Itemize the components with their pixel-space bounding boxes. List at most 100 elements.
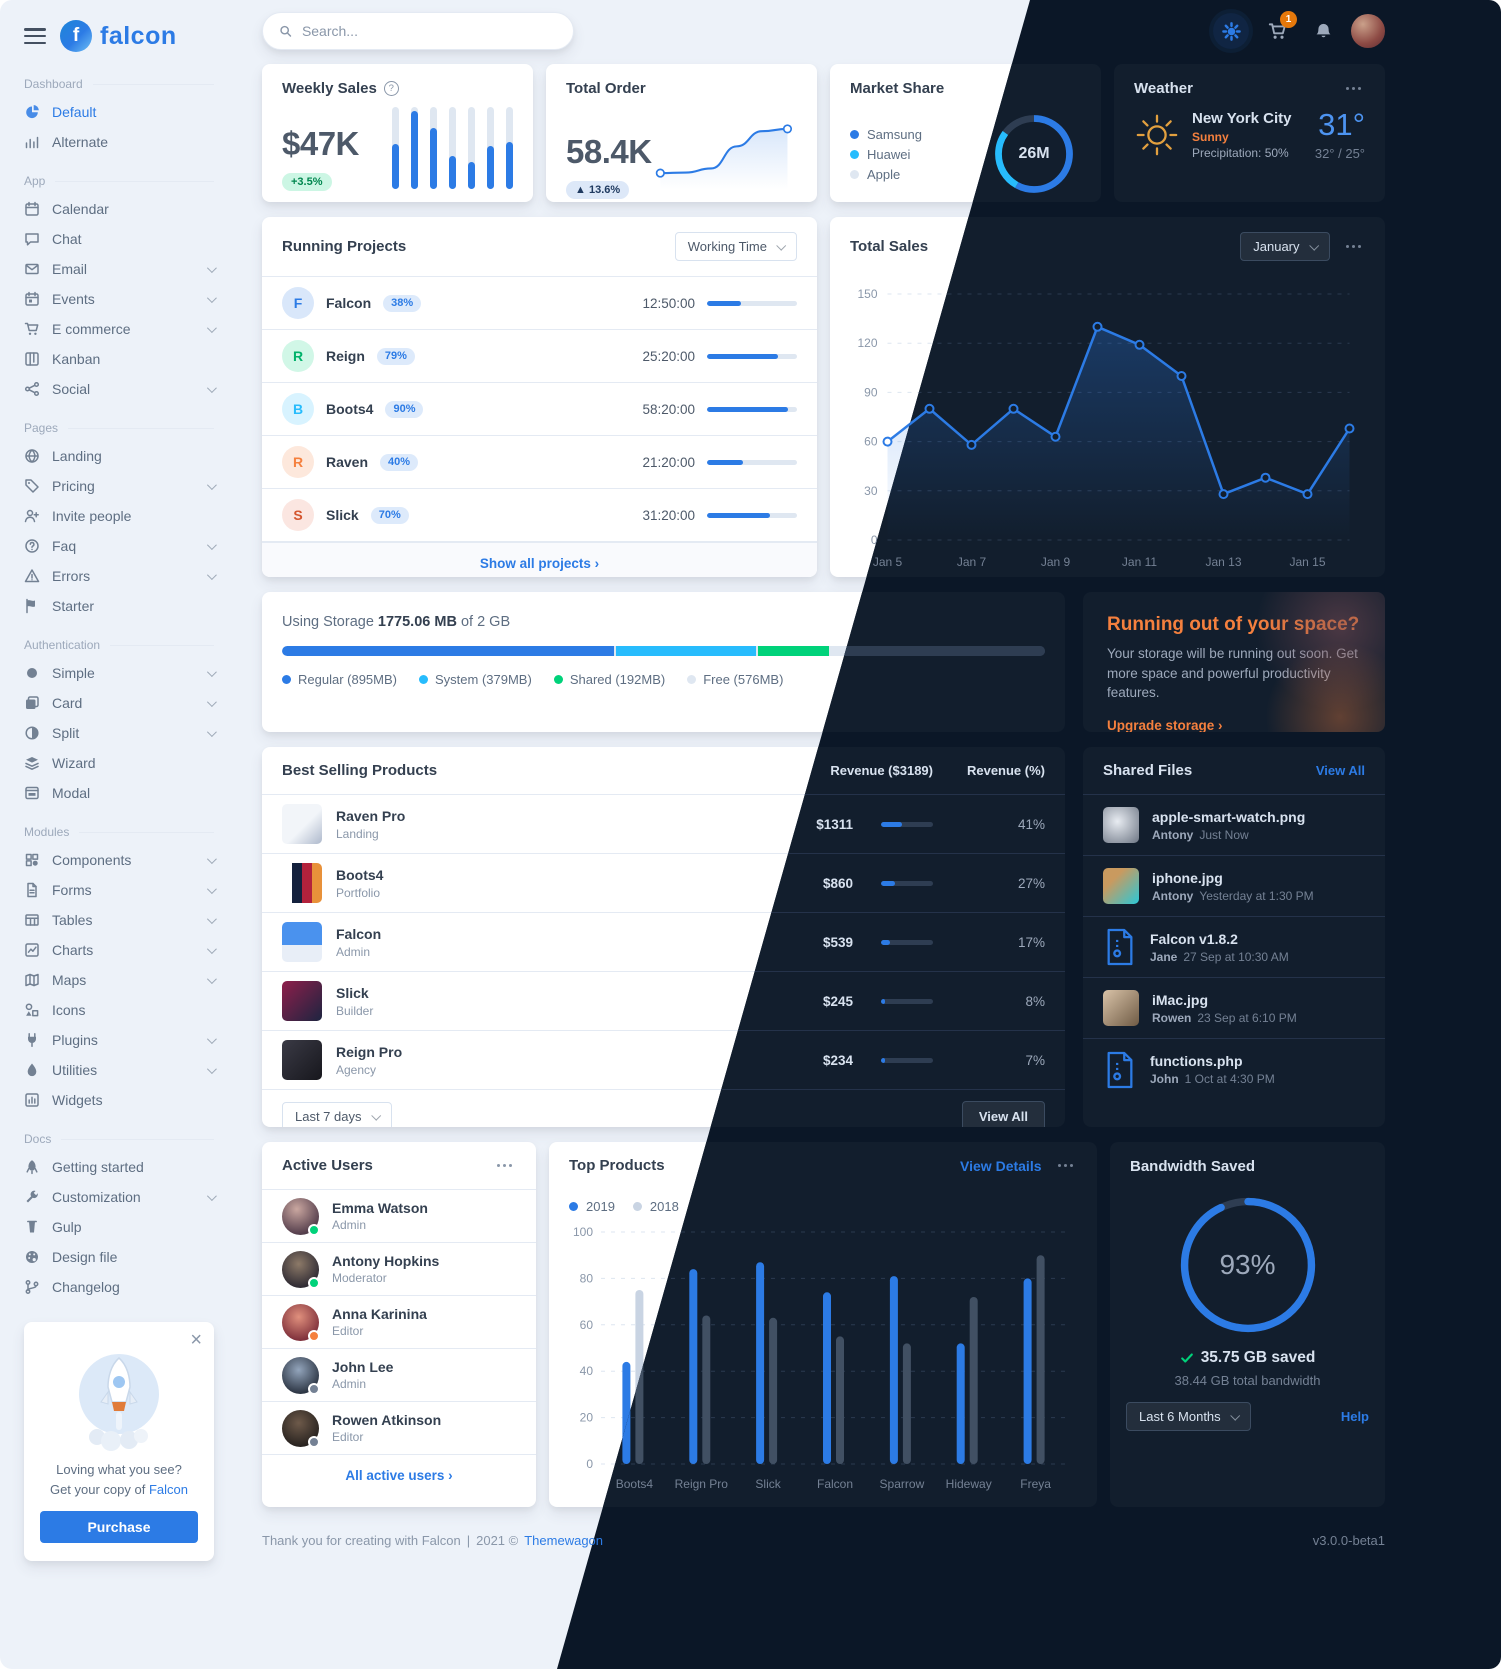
sidebar-item-starter[interactable]: Starter xyxy=(24,591,214,621)
months-range-select[interactable]: Last 6 Months xyxy=(1126,1402,1251,1431)
project-name-link[interactable]: Raven xyxy=(326,454,369,470)
sidebar-item-wizard[interactable]: Wizard xyxy=(24,748,214,778)
view-details-link[interactable]: View Details xyxy=(960,1157,1042,1174)
shared-file-row: apple-smart-watch.png Antony Just Now xyxy=(1083,795,1385,856)
product-name-link[interactable]: Slick xyxy=(336,984,369,1001)
sidebar-item-modal[interactable]: Modal xyxy=(24,778,214,808)
notifications-bell-button[interactable] xyxy=(1305,13,1341,49)
search-box[interactable] xyxy=(262,12,574,50)
user-name-link[interactable]: Antony Hopkins xyxy=(332,1253,440,1269)
user-avatar[interactable] xyxy=(282,1197,320,1236)
product-name-link[interactable]: Boots4 xyxy=(336,866,384,883)
settings-gear-button[interactable] xyxy=(1213,13,1249,49)
sidebar-item-pricing[interactable]: Pricing xyxy=(24,471,217,501)
sidebar-item-calendar[interactable]: Calendar xyxy=(24,194,214,224)
hamburger-menu-button[interactable] xyxy=(24,28,46,44)
nav-group-label: App xyxy=(24,174,214,188)
check-icon xyxy=(1180,1353,1193,1363)
sidebar-item-plugins[interactable]: Plugins xyxy=(24,1025,217,1055)
card-menu-button[interactable] xyxy=(1342,241,1366,253)
sidebar-item-simple[interactable]: Simple xyxy=(24,658,217,688)
user-name-link[interactable]: Emma Watson xyxy=(332,1200,428,1216)
search-icon xyxy=(280,25,292,37)
sidebar-item-components[interactable]: Components xyxy=(24,845,217,875)
user-avatar[interactable] xyxy=(282,1409,320,1448)
sidebar-item-email[interactable]: Email xyxy=(24,254,217,284)
help-link[interactable]: Help xyxy=(1340,1409,1369,1424)
sidebar-item-customization[interactable]: Customization xyxy=(24,1182,217,1212)
search-input[interactable] xyxy=(299,22,557,40)
market-share-title: Market Share xyxy=(850,80,945,97)
date-range-select[interactable]: Last 7 days xyxy=(282,1102,392,1127)
active-user-row: Rowen Atkinson Editor xyxy=(262,1402,536,1455)
user-avatar[interactable] xyxy=(282,1303,320,1342)
sidebar-item-e-commerce[interactable]: E commerce xyxy=(24,314,217,344)
themewagon-link[interactable]: Themewagon xyxy=(524,1533,604,1548)
user-avatar[interactable] xyxy=(1351,14,1385,48)
falcon-link[interactable]: Falcon xyxy=(148,1481,189,1497)
user-name-link[interactable]: Rowen Atkinson xyxy=(332,1412,442,1428)
sidebar-item-maps[interactable]: Maps xyxy=(24,965,217,995)
user-name-link[interactable]: Anna Karinina xyxy=(332,1306,427,1322)
close-icon[interactable] xyxy=(190,1330,202,1350)
sidebar-item-getting-started[interactable]: Getting started xyxy=(24,1152,214,1182)
show-all-projects-link[interactable]: Show all projects xyxy=(480,556,599,571)
sidebar-item-faq[interactable]: Faq xyxy=(24,531,217,561)
sidebar-item-chat[interactable]: Chat xyxy=(24,224,214,254)
sidebar-item-card[interactable]: Card xyxy=(24,688,217,718)
sidebar-item-utilities[interactable]: Utilities xyxy=(24,1055,217,1085)
view-all-button[interactable]: View All xyxy=(961,1101,1045,1127)
product-revenue: $860 xyxy=(822,875,853,891)
card-menu-button[interactable] xyxy=(493,1160,517,1172)
shared-file-row: iphone.jpg Antony Yesterday at 1:30 PM xyxy=(1083,856,1385,917)
running-projects-card: Running Projects Working Time F Falcon 38%… xyxy=(262,217,817,577)
working-time-select[interactable]: Working Time xyxy=(674,232,797,261)
upgrade-storage-link[interactable]: Upgrade storage xyxy=(1107,718,1223,732)
sidebar-item-errors[interactable]: Errors xyxy=(24,561,217,591)
project-name-link[interactable]: Reign xyxy=(326,348,365,364)
file-name-link[interactable]: Falcon v1.8.2 xyxy=(1150,930,1238,947)
product-name-link[interactable]: Falcon xyxy=(336,925,382,942)
sidebar-item-events[interactable]: Events xyxy=(24,284,217,314)
sidebar-item-social[interactable]: Social xyxy=(24,374,217,404)
project-name-link[interactable]: Boots4 xyxy=(326,401,374,417)
sidebar-item-default[interactable]: Default xyxy=(24,97,214,127)
card-menu-button[interactable] xyxy=(1342,83,1366,95)
svg-text:60: 60 xyxy=(864,435,878,449)
card-menu-button[interactable] xyxy=(1054,1160,1078,1172)
falcon-logo[interactable]: f falcon xyxy=(60,20,177,52)
sidebar-item-widgets[interactable]: Widgets xyxy=(24,1085,214,1115)
sidebar-item-landing[interactable]: Landing xyxy=(24,441,214,471)
sidebar-item-tables[interactable]: Tables xyxy=(24,905,217,935)
user-avatar[interactable] xyxy=(282,1250,320,1289)
cart-button[interactable]: 1 xyxy=(1259,11,1297,49)
project-row: S Slick 70% 31:20:00 xyxy=(262,489,817,542)
sidebar-item-invite-people[interactable]: Invite people xyxy=(24,501,214,531)
sidebar-item-changelog[interactable]: Changelog xyxy=(24,1272,214,1302)
product-name-link[interactable]: Raven Pro xyxy=(336,807,406,824)
sidebar-item-charts[interactable]: Charts xyxy=(24,935,217,965)
product-name-link[interactable]: Reign Pro xyxy=(336,1043,403,1060)
view-all-files-link[interactable]: View All xyxy=(1315,763,1365,778)
sidebar-item-gulp[interactable]: Gulp xyxy=(24,1212,214,1242)
file-name-link[interactable]: iphone.jpg xyxy=(1152,869,1223,886)
user-avatar[interactable] xyxy=(282,1356,320,1395)
project-name-link[interactable]: Slick xyxy=(326,507,359,523)
sidebar-item-icons[interactable]: Icons xyxy=(24,995,214,1025)
all-active-users-link[interactable]: All active users xyxy=(345,1468,452,1483)
file-name-link[interactable]: apple-smart-watch.png xyxy=(1152,808,1306,825)
status-dot xyxy=(308,1435,320,1448)
file-name-link[interactable]: functions.php xyxy=(1150,1053,1243,1069)
user-name-link[interactable]: John Lee xyxy=(332,1359,394,1375)
sidebar-item-design-file[interactable]: Design file xyxy=(24,1242,214,1272)
sidebar-item-split[interactable]: Split xyxy=(24,718,217,748)
project-name-link[interactable]: Falcon xyxy=(326,295,372,311)
sidebar-item-forms[interactable]: Forms xyxy=(24,875,217,905)
month-select[interactable]: January xyxy=(1240,232,1330,261)
product-revenue-pct: 27% xyxy=(1017,875,1045,891)
sidebar-item-kanban[interactable]: Kanban xyxy=(24,344,214,374)
sidebar-item-alternate[interactable]: Alternate xyxy=(24,127,214,157)
file-name-link[interactable]: iMac.jpg xyxy=(1152,991,1209,1008)
help-icon[interactable] xyxy=(383,81,399,96)
purchase-button[interactable]: Purchase xyxy=(40,1511,198,1543)
